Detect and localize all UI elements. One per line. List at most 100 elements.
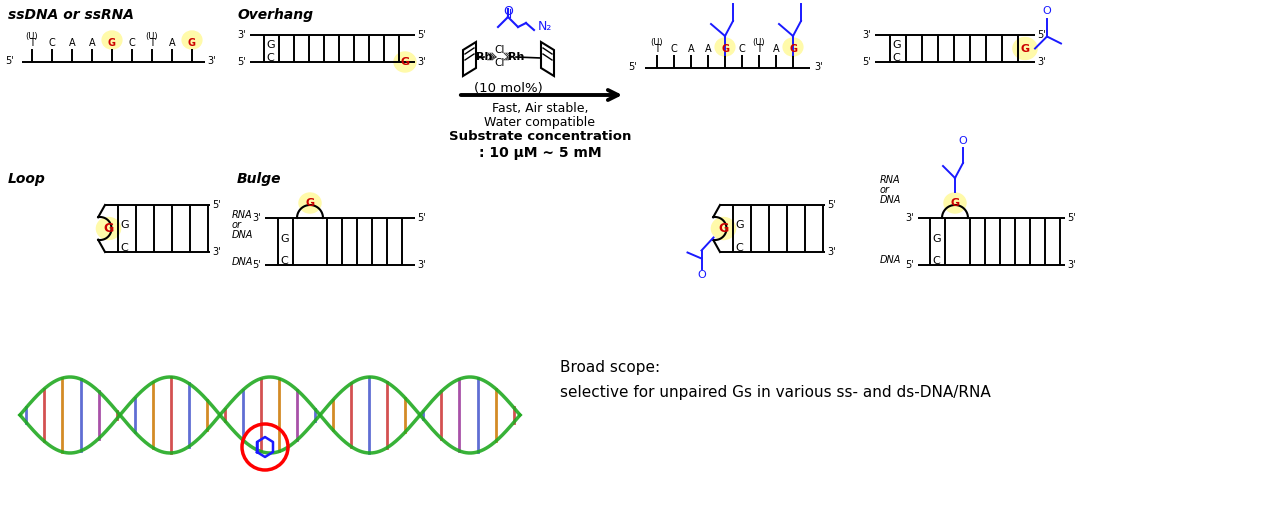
Text: 3': 3' [827, 247, 836, 257]
Text: T: T [29, 38, 35, 48]
Text: selective for unpaired Gs in various ss- and ds-DNA/RNA: selective for unpaired Gs in various ss-… [560, 385, 991, 400]
Text: Cl: Cl [494, 58, 506, 68]
Ellipse shape [393, 52, 416, 72]
Text: G: G [103, 222, 113, 235]
Text: C: C [280, 256, 288, 266]
Text: 5': 5' [905, 260, 914, 270]
Text: 3': 3' [1037, 57, 1045, 67]
Text: T: T [149, 38, 155, 48]
Text: 5': 5' [417, 213, 426, 223]
Text: C: C [49, 38, 55, 48]
Ellipse shape [1013, 37, 1037, 60]
Text: T: T [757, 44, 762, 54]
Text: 3': 3' [212, 247, 221, 257]
Text: 3': 3' [905, 213, 914, 223]
Text: A: A [705, 44, 711, 54]
Text: 3': 3' [863, 30, 871, 40]
Text: N₂: N₂ [538, 21, 552, 33]
Text: Rh: Rh [475, 52, 492, 62]
Text: DNA: DNA [880, 255, 902, 265]
Text: O: O [729, 0, 738, 2]
Text: or: or [880, 185, 890, 195]
Text: 5': 5' [252, 260, 261, 270]
Text: G: G [719, 222, 729, 235]
Text: C: C [266, 53, 274, 63]
Text: DNA: DNA [232, 257, 253, 267]
Text: G: G [188, 38, 195, 48]
Text: 3': 3' [417, 260, 426, 270]
Ellipse shape [715, 38, 735, 56]
Text: Substrate concentration: Substrate concentration [449, 130, 632, 143]
Text: C: C [671, 44, 677, 54]
Text: G: G [108, 38, 116, 48]
Text: Loop: Loop [8, 172, 45, 186]
Text: (U): (U) [146, 32, 159, 41]
Text: : 10 μM ~ 5 mM: : 10 μM ~ 5 mM [479, 146, 601, 160]
Text: C: C [932, 256, 939, 266]
Text: G: G [892, 41, 900, 51]
Text: G: G [401, 57, 410, 67]
Ellipse shape [711, 218, 735, 240]
Ellipse shape [96, 218, 121, 240]
Text: DNA: DNA [232, 230, 253, 240]
Text: 5': 5' [1037, 30, 1045, 40]
Ellipse shape [182, 31, 202, 49]
Text: 5': 5' [827, 200, 836, 210]
Text: G: G [735, 221, 744, 231]
Text: A: A [68, 38, 76, 48]
Text: O: O [503, 5, 513, 18]
Text: 5': 5' [5, 56, 14, 66]
Text: (10 mol%): (10 mol%) [474, 82, 542, 95]
Text: G: G [280, 233, 289, 243]
Text: 5': 5' [628, 62, 637, 72]
Text: G: G [932, 233, 941, 243]
Ellipse shape [102, 31, 122, 49]
Text: O: O [1043, 6, 1052, 16]
Text: 5': 5' [237, 57, 246, 67]
Text: Overhang: Overhang [238, 8, 314, 22]
Text: C: C [735, 243, 743, 253]
Text: 5': 5' [212, 200, 221, 210]
Text: Broad scope:: Broad scope: [560, 360, 660, 375]
Text: 3': 3' [207, 56, 216, 66]
Text: T: T [654, 44, 660, 54]
Text: A: A [169, 38, 175, 48]
Text: G: G [1020, 43, 1029, 53]
Text: 3': 3' [417, 57, 426, 67]
Text: G: G [789, 44, 797, 54]
Text: RNA: RNA [232, 210, 252, 220]
Text: G: G [951, 198, 960, 208]
Text: A: A [88, 38, 96, 48]
Text: O: O [958, 136, 967, 146]
Text: G: G [721, 44, 729, 54]
Text: ssDNA or ssRNA: ssDNA or ssRNA [8, 8, 134, 22]
Text: Bulge: Bulge [237, 172, 281, 186]
Text: Water compatible: Water compatible [484, 116, 595, 129]
Text: A: A [773, 44, 779, 54]
Text: 3': 3' [1067, 260, 1076, 270]
Text: 3': 3' [237, 30, 246, 40]
Text: 3': 3' [252, 213, 261, 223]
Text: DNA: DNA [880, 195, 902, 205]
Ellipse shape [299, 193, 322, 213]
Text: G: G [305, 198, 314, 208]
Text: C: C [129, 38, 135, 48]
Text: O: O [797, 0, 806, 2]
Text: Rh: Rh [508, 52, 525, 62]
Ellipse shape [944, 193, 966, 213]
Text: (U): (U) [25, 32, 38, 41]
Text: 3': 3' [815, 62, 822, 72]
Text: G: G [120, 221, 129, 231]
Text: C: C [120, 243, 127, 253]
Ellipse shape [783, 38, 803, 56]
Text: RNA: RNA [880, 175, 900, 185]
Text: Fast, Air stable,: Fast, Air stable, [492, 102, 588, 115]
Text: C: C [892, 53, 900, 63]
Text: G: G [266, 41, 275, 51]
Text: 5': 5' [1067, 213, 1076, 223]
Text: Cl: Cl [494, 45, 506, 55]
Text: or: or [232, 220, 242, 230]
Text: A: A [687, 44, 695, 54]
Text: O: O [697, 270, 706, 280]
Text: 5': 5' [417, 30, 426, 40]
